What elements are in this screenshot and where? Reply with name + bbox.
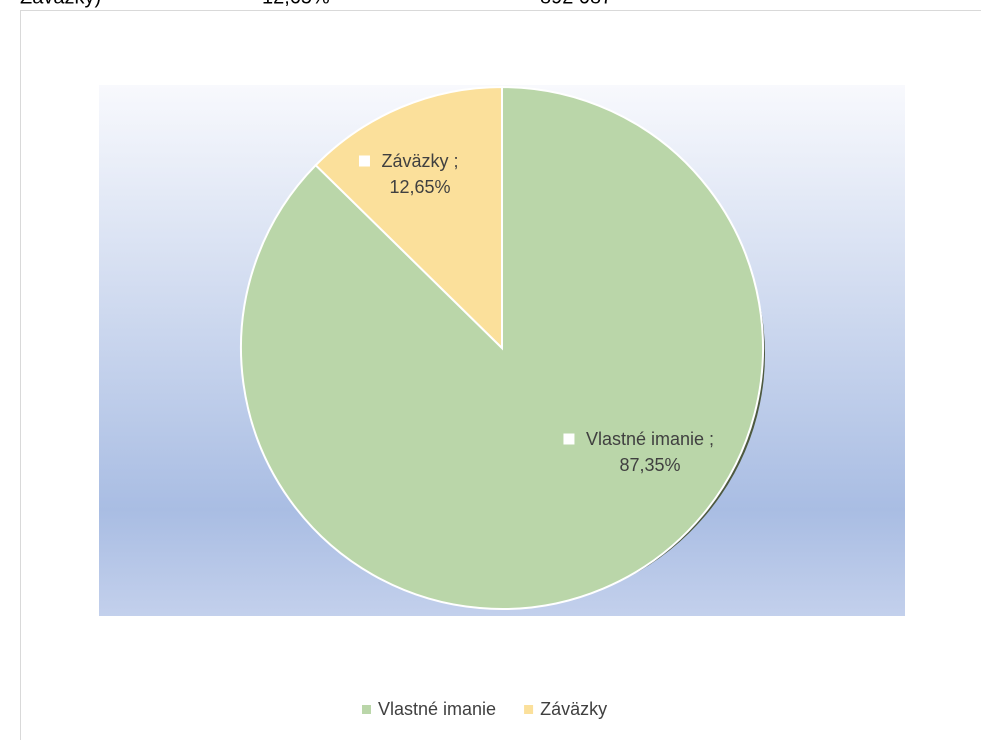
header-cell: 892 087 xyxy=(540,0,612,8)
data-label-separator: ; xyxy=(704,429,714,449)
data-label-separator: ; xyxy=(449,151,459,171)
legend-key xyxy=(524,705,534,714)
data-label: Vlastné imanie ; 87,35% xyxy=(586,429,714,475)
data-label-value: 87,35% xyxy=(619,455,680,475)
header-cell: 12,65% xyxy=(262,0,330,8)
data-label-key xyxy=(355,152,373,170)
header-cell: Záväzky) xyxy=(20,0,101,8)
legend-label: Vlastné imanie xyxy=(378,699,496,719)
data-label-name: Vlastné imanie xyxy=(586,429,704,449)
data-label-key xyxy=(560,430,578,448)
pie-slice xyxy=(314,85,503,351)
data-label-value: 12,65% xyxy=(389,177,450,197)
legend-key xyxy=(362,705,371,714)
data-label-name: Záväzky xyxy=(381,151,448,171)
legend-label: Záväzky xyxy=(540,699,607,719)
data-label: Záväzky ; 12,65% xyxy=(381,151,458,197)
